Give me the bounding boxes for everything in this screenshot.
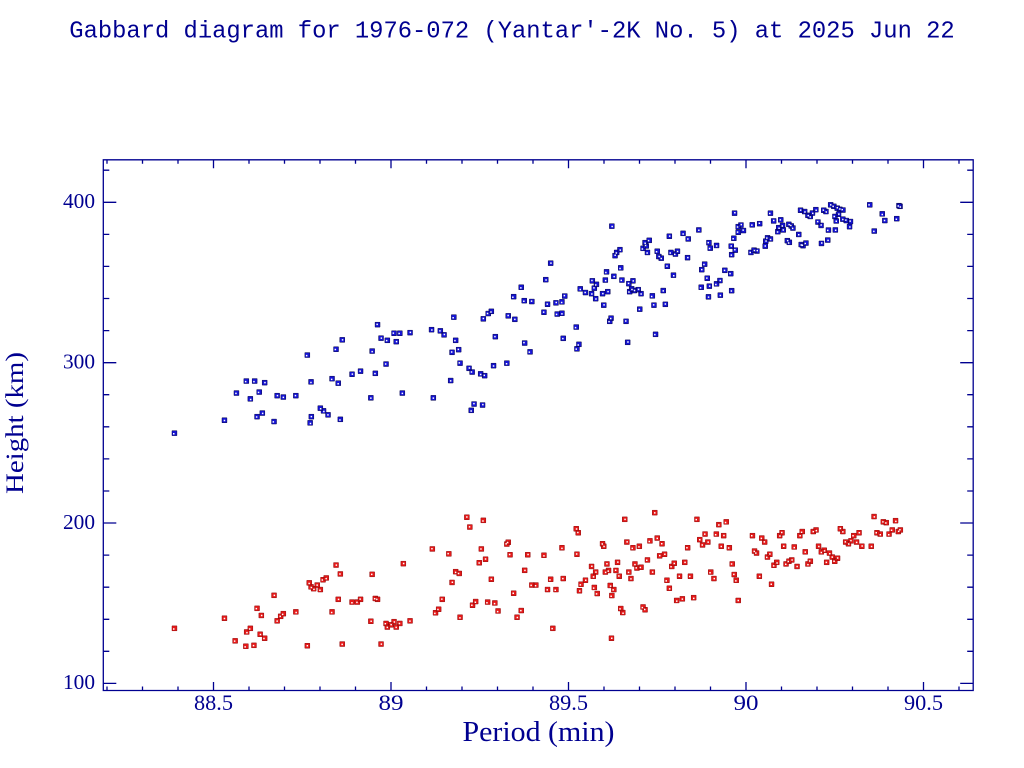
svg-text:100: 100 [63,670,95,694]
svg-text:400: 400 [63,189,95,213]
svg-text:88.5: 88.5 [194,690,233,715]
svg-text:200: 200 [63,510,95,534]
svg-text:Gabbard diagram for 1976-072 (: Gabbard diagram for 1976-072 (Yantar'-2K… [69,19,954,46]
svg-text:Period (min): Period (min) [463,716,615,748]
svg-text:90.5: 90.5 [904,690,943,715]
svg-text:89: 89 [379,690,404,715]
svg-text:Height (km): Height (km) [2,352,29,494]
svg-text:89.5: 89.5 [549,690,588,715]
svg-text:90: 90 [734,690,759,715]
svg-text:300: 300 [63,350,95,374]
